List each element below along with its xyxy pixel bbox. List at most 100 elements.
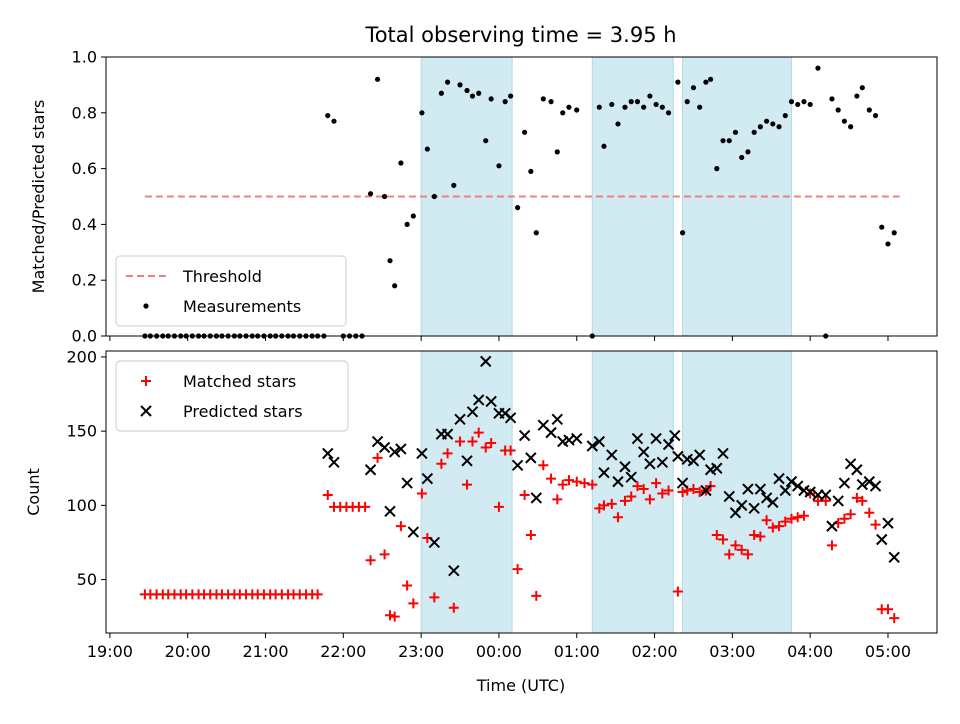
measurement-point <box>522 129 528 135</box>
measurement-point <box>866 107 872 113</box>
matched-point <box>638 484 649 495</box>
predicted-point <box>820 489 832 501</box>
matched-point <box>571 476 582 487</box>
matched-point <box>552 494 563 505</box>
predicted-point <box>748 502 760 515</box>
matched-point <box>820 495 831 506</box>
measurement-point <box>464 87 470 94</box>
measurement-point <box>609 101 615 108</box>
matched-point <box>718 534 729 545</box>
measurement-point <box>757 124 763 130</box>
predicted-point <box>504 412 517 424</box>
matched-point <box>389 611 400 622</box>
matched-point <box>619 495 630 506</box>
measurement-point <box>647 93 653 99</box>
matched-point <box>312 589 323 600</box>
predicted-point <box>779 484 791 497</box>
legend-box <box>115 255 347 327</box>
measurement-point <box>457 82 463 88</box>
measurement-point <box>615 121 621 127</box>
matched-point <box>889 613 900 624</box>
y-axis-label: Count <box>24 468 43 516</box>
matched-point <box>786 513 797 524</box>
x-tick-label: 19:00 <box>87 642 133 661</box>
matched-point <box>512 564 523 575</box>
predicted-point <box>656 456 669 469</box>
predicted-point <box>571 432 583 445</box>
predicted-point <box>760 492 773 504</box>
measurement-point <box>703 79 709 85</box>
predicted-point <box>723 490 735 503</box>
measurement-point <box>732 129 739 135</box>
matched-point <box>557 479 568 490</box>
matched-point <box>379 549 390 560</box>
y-tick-label: 0.8 <box>72 103 97 122</box>
predicted-point <box>792 480 804 492</box>
matched-point <box>780 516 791 527</box>
predicted-point <box>672 450 684 463</box>
predicted-point <box>530 492 542 504</box>
predicted-point <box>586 440 599 452</box>
measurement-point <box>726 138 732 144</box>
predicted-point <box>364 464 377 476</box>
measurement-point <box>841 118 848 124</box>
matched-point <box>632 481 643 492</box>
matched-point <box>531 590 542 601</box>
measurement-point <box>622 104 628 110</box>
matched-point <box>579 478 590 489</box>
predicted-point <box>466 406 479 418</box>
predicted-point <box>625 471 637 483</box>
measurement-point <box>533 230 539 236</box>
predicted-point <box>384 505 396 518</box>
measurement-point <box>515 205 521 211</box>
shaded-interval <box>420 350 513 634</box>
predicted-point <box>754 483 767 495</box>
matched-point <box>724 549 735 560</box>
y-tick-label: 0.4 <box>72 215 97 234</box>
measurement-point <box>476 90 482 96</box>
measurement-point <box>714 166 720 172</box>
predicted-point <box>388 446 401 458</box>
matched-point <box>395 521 406 532</box>
legend-label: Measurements <box>183 297 301 316</box>
measurement-point <box>641 104 647 110</box>
y-tick-label: 50 <box>77 570 97 589</box>
predicted-point <box>742 483 754 495</box>
matched-point <box>774 521 785 532</box>
legend-label: Matched stars <box>183 372 296 391</box>
measurement-point <box>488 96 494 102</box>
legend-box <box>115 360 349 432</box>
predicted-point <box>598 466 610 479</box>
matched-point <box>416 488 427 499</box>
x-tick-label: 03:00 <box>709 642 755 661</box>
measurement-point <box>690 85 697 91</box>
predicted-point <box>328 456 340 469</box>
matched-point <box>672 586 683 597</box>
legend-matched-swatch <box>141 376 151 386</box>
measurement-point <box>848 124 854 130</box>
predicted-point <box>838 477 851 489</box>
measurement-point <box>665 110 672 116</box>
y-tick-label: 150 <box>66 422 97 441</box>
predicted-point <box>401 477 413 489</box>
matched-point <box>493 501 504 512</box>
predicted-point <box>650 432 662 445</box>
predicted-point <box>322 447 334 460</box>
matched-point <box>755 531 766 542</box>
predicted-point <box>717 447 729 460</box>
legend-predicted-swatch <box>140 405 152 417</box>
measurement-point <box>419 110 425 116</box>
y-tick-label: 100 <box>66 496 97 515</box>
measurement-point <box>763 118 770 124</box>
matched-point <box>563 475 574 486</box>
matched-point <box>322 489 333 500</box>
measurement-point <box>872 112 879 119</box>
matched-point <box>365 555 376 566</box>
measurement-point <box>679 230 686 236</box>
predicted-point <box>669 429 681 442</box>
matched-point <box>798 510 809 521</box>
matched-point <box>436 458 447 469</box>
predicted-point <box>767 496 779 509</box>
measurement-point <box>801 99 807 105</box>
matched-point <box>657 488 668 499</box>
